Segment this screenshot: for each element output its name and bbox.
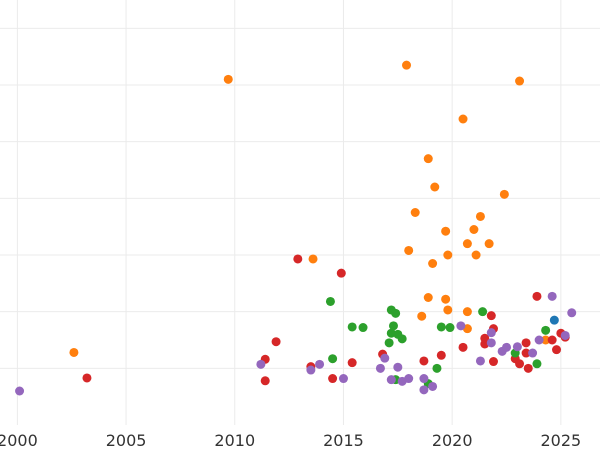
data-point: [325, 296, 335, 306]
data-point: [419, 385, 429, 395]
data-point: [386, 375, 396, 385]
data-point: [521, 338, 531, 348]
x-axis-tick-labels: 2000 2005 2010 2015 2020 2025: [0, 431, 581, 450]
data-point: [306, 365, 316, 375]
data-point: [515, 359, 525, 369]
data-point: [512, 342, 522, 352]
data-point: [423, 154, 433, 164]
data-point: [384, 338, 394, 348]
data-point: [419, 356, 429, 366]
data-point: [502, 342, 512, 352]
x-tick-label: 2005: [106, 431, 147, 450]
data-point: [338, 374, 348, 384]
x-tick-label: 2000: [0, 431, 38, 450]
data-point: [380, 353, 390, 363]
data-point: [417, 311, 427, 321]
data-point: [428, 381, 438, 391]
grid-lines: [0, 0, 600, 425]
data-point: [393, 362, 403, 372]
data-point: [528, 348, 538, 358]
data-point: [308, 254, 318, 264]
data-point: [458, 114, 468, 124]
data-point: [532, 359, 542, 369]
data-point: [475, 211, 485, 221]
data-point: [445, 323, 455, 333]
data-point: [15, 386, 25, 396]
data-point: [480, 333, 490, 343]
data-point: [567, 308, 577, 318]
data-point: [521, 348, 531, 358]
data-point: [82, 373, 92, 383]
data-point: [534, 335, 544, 345]
x-tick-label: 2010: [214, 431, 255, 450]
data-point: [404, 245, 414, 255]
data-point: [397, 334, 407, 344]
data-point: [471, 250, 481, 260]
data-point: [547, 291, 557, 301]
data-point: [293, 254, 303, 264]
data-point: [462, 307, 472, 317]
x-tick-label: 2015: [323, 431, 364, 450]
data-point: [486, 311, 496, 321]
data-point: [402, 60, 412, 70]
data-point: [456, 321, 466, 331]
data-point: [358, 323, 368, 333]
data-point: [223, 74, 233, 84]
data-point: [560, 330, 570, 340]
data-point: [462, 239, 472, 249]
data-point: [315, 359, 325, 369]
data-point: [347, 322, 357, 332]
data-point: [475, 356, 485, 366]
data-point: [260, 376, 270, 386]
data-point: [488, 357, 498, 367]
data-point: [549, 315, 559, 325]
data-point: [388, 321, 398, 331]
data-point: [69, 347, 79, 357]
x-tick-label: 2025: [541, 431, 582, 450]
data-point: [443, 305, 453, 315]
data-point: [441, 294, 451, 304]
data-point: [271, 337, 281, 347]
data-point: [375, 363, 385, 373]
data-point: [523, 363, 533, 373]
data-point: [391, 308, 401, 318]
data-point: [419, 374, 429, 384]
data-points: [15, 60, 577, 396]
data-point: [486, 328, 496, 338]
data-point: [547, 335, 557, 345]
data-point: [336, 268, 346, 278]
data-point: [256, 359, 266, 369]
data-point: [458, 342, 468, 352]
data-point: [436, 322, 446, 332]
data-point: [441, 226, 451, 236]
data-point: [515, 76, 525, 86]
data-point: [423, 293, 433, 302]
data-point: [347, 358, 357, 368]
data-point: [469, 225, 479, 234]
data-point: [499, 189, 509, 199]
data-point: [328, 374, 338, 384]
data-point: [404, 374, 414, 384]
data-point: [443, 250, 453, 260]
data-point: [541, 325, 551, 335]
data-point: [478, 307, 488, 317]
data-point: [486, 338, 496, 348]
data-point: [410, 208, 420, 217]
x-tick-label: 2020: [432, 431, 473, 450]
data-point: [328, 354, 338, 364]
data-point: [484, 239, 494, 249]
data-point: [430, 182, 440, 192]
data-point: [436, 350, 446, 360]
data-point: [552, 345, 562, 355]
data-point: [541, 335, 551, 345]
data-point: [532, 291, 542, 301]
data-point: [428, 259, 438, 268]
data-point: [432, 363, 442, 373]
